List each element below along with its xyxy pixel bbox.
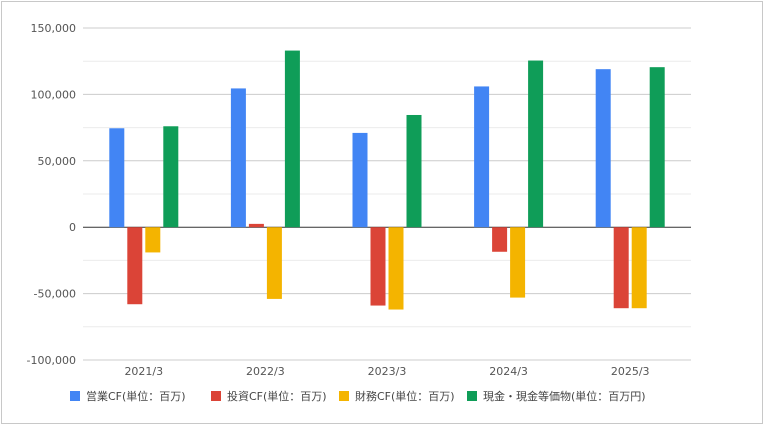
bar-1-2021-3[interactable] xyxy=(109,128,125,228)
y-tick-label: 150,000 xyxy=(31,22,77,35)
bar-4-2021-3[interactable] xyxy=(163,126,179,228)
bar-2-2021-3[interactable] xyxy=(127,227,143,305)
legend[interactable]: 営業CF(単位：百万) 投資CF(単位：百万) 財務CF(単位：百万) 現金・現金等価… xyxy=(70,389,646,403)
y-axis-ticks: 150,000 100,000 50,000 0 -50,000 -100,000 xyxy=(27,22,76,367)
gridlines xyxy=(83,27,691,361)
x-tick-label: 2025/3 xyxy=(611,365,650,378)
bar-3-2025-3[interactable] xyxy=(631,227,647,309)
bar-3-2021-3[interactable] xyxy=(145,227,161,253)
y-tick-label: 0 xyxy=(69,221,76,234)
bar-2-2022-3[interactable] xyxy=(248,223,264,228)
y-tick-label: 100,000 xyxy=(31,88,77,101)
bar-1-2025-3[interactable] xyxy=(595,69,611,228)
bars xyxy=(109,50,665,310)
legend-label: 営業CF(単位：百万) xyxy=(86,389,186,403)
bar-1-2024-3[interactable] xyxy=(474,86,490,228)
bar-4-2025-3[interactable] xyxy=(649,67,665,228)
x-tick-label: 2023/3 xyxy=(368,365,407,378)
x-tick-label: 2021/3 xyxy=(124,365,163,378)
legend-swatch xyxy=(211,391,221,401)
bar-4-2023-3[interactable] xyxy=(406,114,422,228)
y-tick-label: 50,000 xyxy=(38,155,77,168)
x-tick-label: 2022/3 xyxy=(246,365,285,378)
legend-swatch xyxy=(70,391,80,401)
bar-3-2024-3[interactable] xyxy=(510,227,526,298)
legend-swatch xyxy=(339,391,349,401)
bar-2-2025-3[interactable] xyxy=(613,227,629,309)
bar-1-2022-3[interactable] xyxy=(230,88,246,228)
y-tick-label: -100,000 xyxy=(27,354,76,367)
bar-3-2023-3[interactable] xyxy=(388,227,404,310)
legend-label: 財務CF(単位：百万) xyxy=(355,389,455,403)
bar-4-2022-3[interactable] xyxy=(284,50,300,228)
bar-4-2024-3[interactable] xyxy=(528,60,544,228)
x-tick-label: 2024/3 xyxy=(489,365,528,378)
y-tick-label: -50,000 xyxy=(34,288,76,301)
legend-swatch xyxy=(467,391,477,401)
bar-2-2024-3[interactable] xyxy=(492,227,508,252)
bar-1-2023-3[interactable] xyxy=(352,132,368,228)
x-axis-ticks: 2021/3 2022/3 2023/3 2024/3 2025/3 xyxy=(124,365,649,378)
legend-label: 現金・現金等価物(単位：百万円) xyxy=(483,389,646,403)
bar-2-2023-3[interactable] xyxy=(370,227,386,306)
bar-3-2022-3[interactable] xyxy=(266,227,282,299)
legend-label: 投資CF(単位：百万) xyxy=(227,389,327,403)
